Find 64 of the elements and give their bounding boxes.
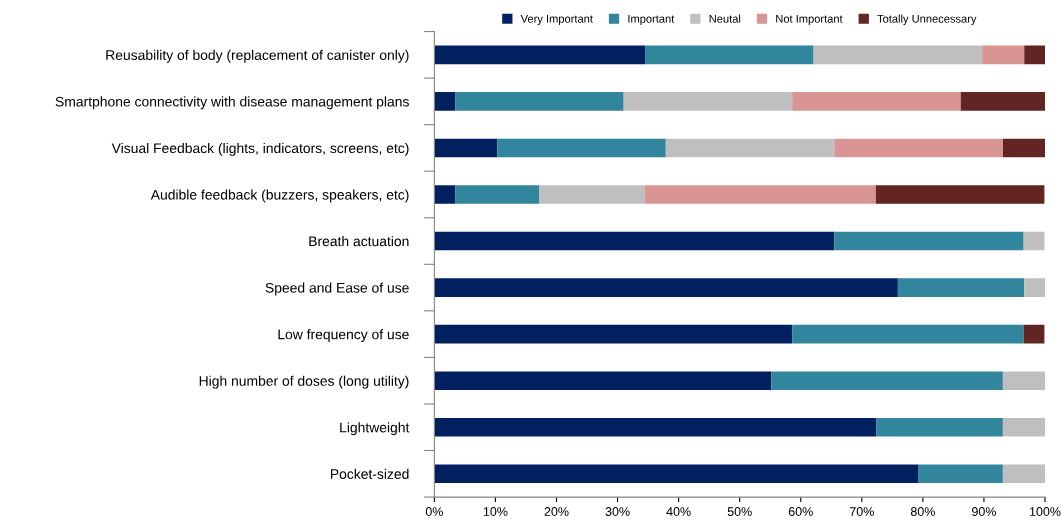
- bar: [497, 138, 666, 158]
- y-tick-label: Pocket-sized: [330, 468, 409, 479]
- bar: [876, 417, 1003, 437]
- y-tick-label: Smartphone connectivity with disease management plans: [55, 96, 409, 110]
- bar: [918, 464, 1003, 484]
- legend-label: Not Important: [776, 14, 843, 25]
- bar: [1023, 324, 1045, 344]
- bar: [771, 371, 1003, 390]
- bar: [1002, 371, 1046, 390]
- x-tick-label: 70%: [849, 507, 874, 516]
- bar: [434, 231, 835, 251]
- y-tick-label: Audible feedback (buzzers, speakers, etc): [150, 189, 409, 203]
- bar: [434, 324, 793, 344]
- bar: [434, 278, 898, 297]
- bar: [1002, 417, 1046, 437]
- x-tick-label: 90%: [972, 507, 997, 516]
- y-tick-label: Low frequency of use: [278, 329, 409, 343]
- y-tick-label: Reusability of body (replacement of canister only): [106, 49, 409, 63]
- bar: [434, 464, 919, 484]
- bar: [434, 138, 498, 158]
- bar: [960, 92, 1046, 111]
- x-tick-label: 0%: [425, 507, 443, 516]
- bar: [455, 185, 540, 204]
- bar: [834, 231, 1024, 251]
- bar: [434, 185, 456, 204]
- legend-label: Important: [628, 14, 675, 25]
- x-tick-label: 20%: [544, 507, 569, 516]
- x-tick-label: 30%: [605, 507, 630, 516]
- bar: [644, 185, 876, 204]
- x-tick-label: 50%: [727, 507, 752, 516]
- bar: [982, 45, 1025, 65]
- x-tick-label: 80%: [910, 507, 935, 516]
- bar: [434, 371, 772, 390]
- legend-label: Very Important: [520, 14, 593, 25]
- bar: [792, 92, 961, 111]
- x-tick-label: 60%: [788, 507, 813, 516]
- bar: [1002, 464, 1046, 484]
- legend-label: Neutal: [709, 14, 741, 23]
- bar: [1002, 138, 1046, 158]
- legend-label: Totally Unnecessary: [877, 14, 977, 25]
- bar: [1023, 231, 1045, 251]
- bar: [455, 92, 624, 111]
- x-tick-label: 10%: [483, 507, 508, 516]
- bar: [665, 138, 835, 158]
- bar: [434, 417, 877, 437]
- y-tick-label: High number of doses (long utility): [199, 375, 409, 389]
- bar: [645, 45, 814, 65]
- bar: [875, 185, 1045, 204]
- bar: [1024, 45, 1046, 65]
- x-tick-label: 100%: [1029, 507, 1061, 516]
- y-tick-label: Breath actuation: [309, 236, 409, 247]
- y-tick-label: Speed and Ease of use: [265, 282, 409, 296]
- bar: [897, 278, 1025, 297]
- bar: [434, 92, 456, 111]
- bar: [834, 138, 1003, 158]
- x-tick-label: 40%: [666, 507, 691, 516]
- bar: [539, 185, 645, 204]
- bar: [434, 45, 646, 65]
- bar: [1024, 278, 1046, 297]
- bar: [623, 92, 793, 111]
- y-tick-label: Lightweight: [340, 422, 410, 436]
- bar: [792, 324, 1024, 344]
- bar: [813, 45, 983, 65]
- y-tick-label: Visual Feedback (lights, indicators, screens, etc): [111, 142, 409, 156]
